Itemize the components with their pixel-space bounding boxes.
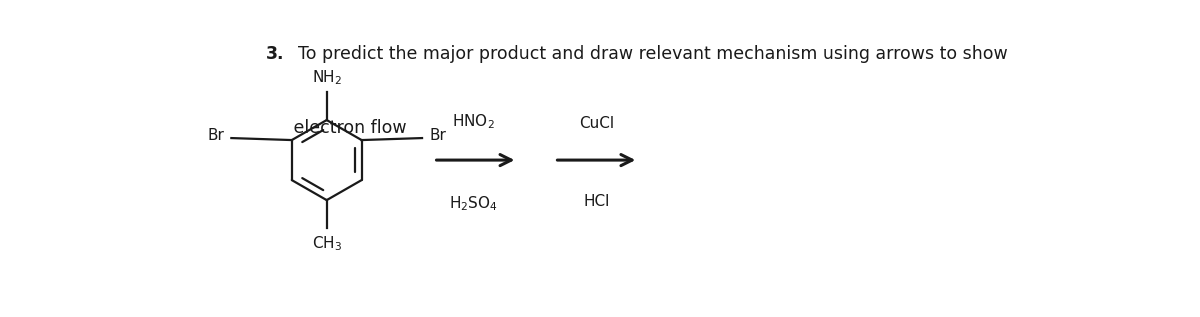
Text: CH$_3$: CH$_3$ [312,234,342,253]
Text: electron flow: electron flow [266,119,407,137]
Text: HCl: HCl [583,194,610,209]
Text: H$_2$SO$_4$: H$_2$SO$_4$ [449,194,498,213]
Text: To predict the major product and draw relevant mechanism using arrows to show: To predict the major product and draw re… [287,45,1008,63]
Text: Br: Br [208,128,224,143]
Text: Br: Br [430,128,446,143]
Text: HNO$_2$: HNO$_2$ [452,112,494,131]
Text: CuCl: CuCl [578,116,614,131]
Text: 3.: 3. [266,45,284,63]
Text: NH$_2$: NH$_2$ [312,68,342,87]
